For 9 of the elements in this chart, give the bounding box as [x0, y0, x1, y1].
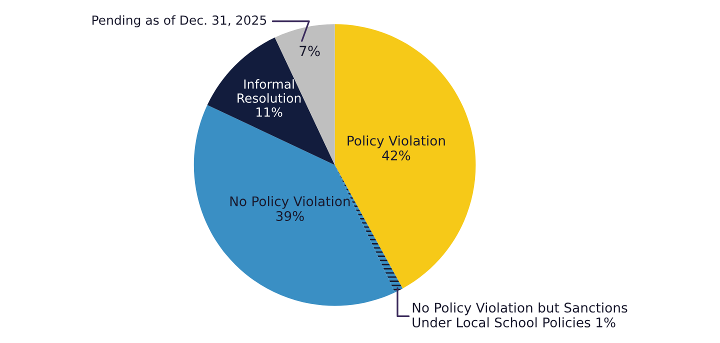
- slice-label: Informal Resolution: [238, 79, 301, 103]
- slice-label: No Policy Violation: [230, 196, 350, 209]
- data-label: 42%: [382, 150, 410, 160]
- data-label: 39%: [276, 211, 304, 222]
- data-label: 11%: [256, 107, 282, 117]
- slice-label: Policy Violation: [348, 135, 445, 148]
- slice-label: No Policy Violation but Sanctions Under Local School Policies 1%: [412, 302, 628, 328]
- slice-label: Pending as of Dec. 31, 2025: [92, 15, 266, 28]
- data-label: 7%: [300, 46, 320, 56]
